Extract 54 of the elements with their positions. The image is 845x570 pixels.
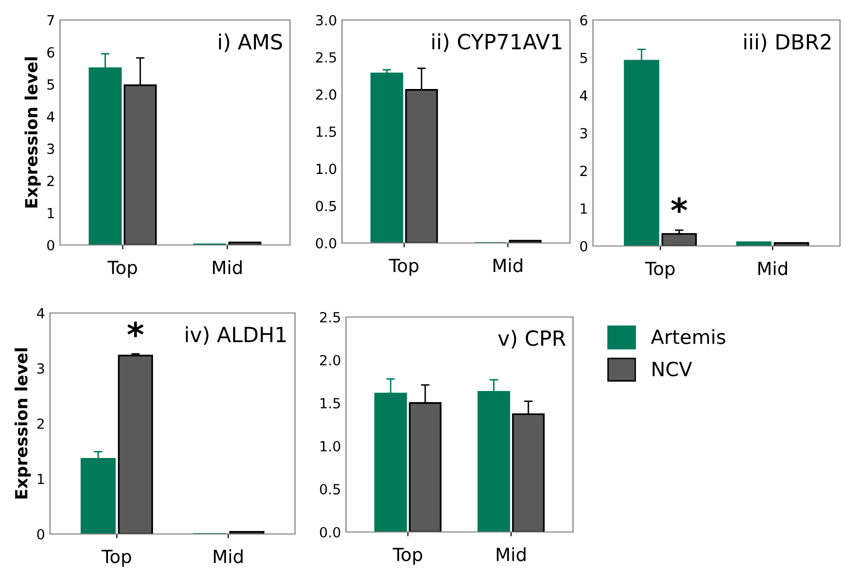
y-tick-label: 2 xyxy=(37,418,44,429)
y-tick-label: 1 xyxy=(38,474,44,484)
y-tick-label: 0.5 xyxy=(316,200,336,212)
y-axis-title: Expression level xyxy=(24,57,41,208)
x-tick-label: Mid xyxy=(214,549,243,564)
x-tick-label: Mid xyxy=(213,260,242,274)
y-tick-label: 1.5 xyxy=(320,398,340,408)
y-tick-label: 6 xyxy=(47,47,54,58)
y-tick-label: 5 xyxy=(580,52,587,64)
y-tick-label: 3 xyxy=(580,128,588,138)
y-tick-label: 3 xyxy=(37,363,44,374)
y-tick-label: 7 xyxy=(47,15,54,26)
y-tick-label: 2.5 xyxy=(316,52,336,63)
y-tick-label: 2.0 xyxy=(320,354,340,366)
y-tick-label: 0 xyxy=(580,240,588,252)
y-tick-label: 0.5 xyxy=(320,484,340,494)
x-tick-label: Top xyxy=(645,262,675,279)
y-tick-label: 2 xyxy=(580,166,587,176)
y-tick-label: 1.0 xyxy=(320,440,340,452)
y-tick-label: 5 xyxy=(47,79,54,90)
y-tick-label: 2.5 xyxy=(320,312,340,322)
y-tick-label: 1.5 xyxy=(316,126,336,137)
y-tick-label: 2.0 xyxy=(316,89,336,100)
y-tick-label: 1 xyxy=(580,203,587,214)
y-tick-label: 3.0 xyxy=(316,14,336,26)
y-tick-label: 0.0 xyxy=(320,526,340,538)
y-tick-label: 0.0 xyxy=(316,238,336,248)
x-tick-label: Mid xyxy=(496,547,526,562)
y-tick-label: 4 xyxy=(46,112,54,122)
y-tick-label: 4 xyxy=(580,90,588,101)
x-tick-label: Top xyxy=(107,260,137,278)
text: iii) DBR2 xyxy=(744,34,831,52)
y-tick-label: 1.0 xyxy=(316,164,336,174)
y-tick-label: 3 xyxy=(47,144,54,154)
annotation: * xyxy=(671,197,688,213)
x-tick-label: Top xyxy=(102,550,132,567)
x-tick-label: Top xyxy=(392,548,422,565)
y-tick-label: 0 xyxy=(47,240,54,250)
y-tick-label: 1 xyxy=(48,208,54,218)
legend-label: Artemis xyxy=(650,329,726,344)
text: ii) CYP71AV1 xyxy=(432,33,562,52)
x-tick-label: Mid xyxy=(494,258,522,272)
x-tick-label: Mid xyxy=(758,261,788,276)
text: i) AMS xyxy=(219,34,282,52)
y-tick-label: 4 xyxy=(36,308,44,318)
annotation: * xyxy=(127,322,144,338)
y-tick-label: 0 xyxy=(37,528,44,540)
text: iv) ALDH1 xyxy=(186,326,286,345)
y-tick-label: 2 xyxy=(47,176,54,186)
y-axis-title: Expression level xyxy=(14,348,31,499)
legend-label: NCV xyxy=(652,362,692,376)
text: v) CPR xyxy=(498,330,566,348)
x-tick-label: Top xyxy=(388,258,418,276)
y-tick-label: 6 xyxy=(580,14,588,26)
